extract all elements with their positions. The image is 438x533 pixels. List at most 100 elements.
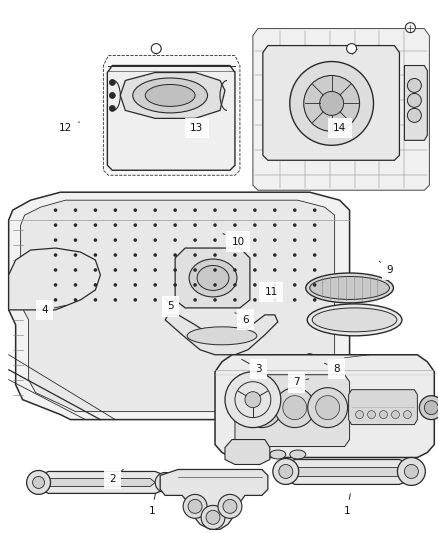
Circle shape (153, 208, 157, 212)
Circle shape (53, 208, 57, 212)
Circle shape (193, 223, 196, 227)
Ellipse shape (187, 327, 256, 345)
Text: 3: 3 (241, 359, 261, 374)
Circle shape (113, 253, 117, 257)
Circle shape (173, 208, 177, 212)
Polygon shape (292, 467, 402, 477)
Ellipse shape (289, 450, 305, 459)
Ellipse shape (305, 273, 392, 303)
Polygon shape (224, 440, 269, 464)
Circle shape (312, 223, 316, 227)
Circle shape (74, 238, 77, 242)
Circle shape (133, 268, 137, 272)
Circle shape (155, 472, 175, 492)
Circle shape (312, 283, 316, 287)
Polygon shape (234, 375, 349, 447)
Text: 13: 13 (190, 123, 203, 133)
Circle shape (272, 253, 276, 257)
Circle shape (193, 268, 196, 272)
Circle shape (233, 223, 236, 227)
Circle shape (233, 268, 236, 272)
Circle shape (213, 208, 216, 212)
Circle shape (249, 395, 273, 419)
Circle shape (213, 223, 216, 227)
Circle shape (213, 298, 216, 302)
Text: 9: 9 (378, 261, 392, 274)
Polygon shape (215, 355, 433, 457)
Circle shape (173, 298, 177, 302)
Circle shape (272, 223, 276, 227)
Polygon shape (175, 248, 249, 308)
Circle shape (224, 372, 280, 427)
Circle shape (396, 457, 424, 486)
Circle shape (109, 92, 115, 99)
Polygon shape (252, 29, 428, 190)
Polygon shape (160, 470, 267, 529)
Circle shape (153, 253, 157, 257)
Circle shape (27, 471, 50, 495)
Circle shape (93, 298, 97, 302)
Circle shape (272, 283, 276, 287)
Circle shape (160, 478, 170, 487)
Circle shape (32, 477, 44, 488)
Circle shape (74, 253, 77, 257)
Circle shape (113, 283, 117, 287)
Circle shape (113, 208, 117, 212)
Circle shape (133, 208, 137, 212)
Circle shape (292, 298, 296, 302)
Circle shape (282, 395, 306, 419)
Circle shape (193, 283, 196, 287)
Text: 1: 1 (343, 494, 350, 516)
Circle shape (53, 283, 57, 287)
Text: 5: 5 (166, 298, 173, 311)
Circle shape (53, 238, 57, 242)
Circle shape (193, 253, 196, 257)
Ellipse shape (145, 84, 194, 107)
Circle shape (223, 499, 237, 513)
Polygon shape (262, 46, 399, 160)
Circle shape (113, 268, 117, 272)
Circle shape (292, 268, 296, 272)
Circle shape (233, 253, 236, 257)
Circle shape (133, 298, 137, 302)
Circle shape (424, 401, 437, 415)
Polygon shape (165, 315, 277, 355)
Circle shape (74, 283, 77, 287)
Polygon shape (348, 390, 417, 425)
Circle shape (173, 283, 177, 287)
Circle shape (109, 79, 115, 85)
Ellipse shape (189, 259, 237, 297)
Circle shape (133, 253, 137, 257)
Circle shape (74, 223, 77, 227)
Circle shape (53, 223, 57, 227)
Circle shape (406, 108, 420, 123)
Polygon shape (35, 472, 168, 494)
Circle shape (74, 208, 77, 212)
Ellipse shape (249, 450, 265, 459)
Circle shape (93, 268, 97, 272)
Circle shape (233, 238, 236, 242)
Circle shape (193, 298, 196, 302)
Ellipse shape (309, 277, 389, 300)
Circle shape (193, 208, 196, 212)
Ellipse shape (307, 304, 401, 336)
Circle shape (233, 208, 236, 212)
Circle shape (272, 458, 298, 484)
Circle shape (93, 283, 97, 287)
Circle shape (404, 22, 414, 33)
Circle shape (367, 410, 374, 418)
Circle shape (93, 208, 97, 212)
Polygon shape (281, 459, 413, 484)
Circle shape (312, 268, 316, 272)
Circle shape (403, 464, 417, 479)
Ellipse shape (269, 450, 285, 459)
Circle shape (93, 253, 97, 257)
Circle shape (253, 223, 256, 227)
Text: 11: 11 (264, 287, 277, 297)
Circle shape (278, 464, 292, 479)
Circle shape (303, 354, 315, 366)
Text: 14: 14 (332, 123, 348, 133)
Polygon shape (403, 66, 426, 140)
Ellipse shape (132, 78, 207, 113)
Circle shape (418, 395, 438, 419)
